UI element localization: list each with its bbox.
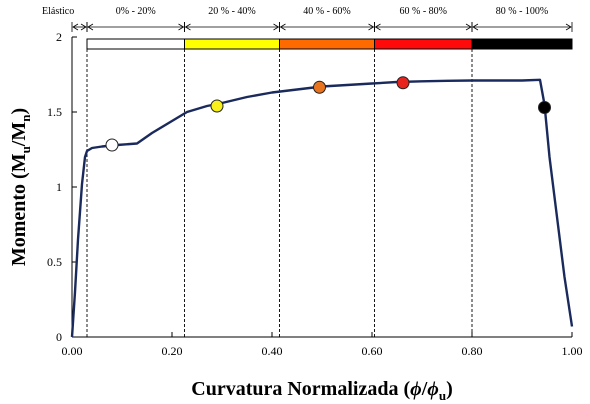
band-arrow-left-0 (72, 23, 79, 31)
damage-band-4 (374, 38, 473, 50)
band-arrow-right-1 (178, 23, 185, 31)
damage-band-5 (471, 38, 573, 50)
x-tick-label-0: 0.00 (62, 344, 83, 358)
x-tick-label-1: 0.20 (162, 344, 183, 358)
band-arrow-right-5 (565, 23, 572, 31)
damage-marker-4 (538, 101, 551, 114)
damage-marker-1 (210, 99, 224, 113)
markers (105, 76, 551, 152)
damage-band-1 (86, 38, 185, 50)
y-tick-label-1: 0.5 (47, 255, 62, 269)
band-arrow-left-1 (87, 23, 94, 31)
series (70, 78, 574, 338)
y-axis-title: Momento (Mu/Mn) (8, 108, 33, 266)
band-arrow-left-5 (472, 23, 479, 31)
series-line-0 (70, 78, 574, 338)
band-arrow-right-2 (273, 23, 280, 31)
band-label-1: 0% - 20% (116, 6, 156, 17)
x-tick-label-3: 0.60 (362, 344, 383, 358)
damage-guide-lines (86, 49, 473, 337)
damage-band-3 (279, 38, 375, 50)
band-arrow-left-4 (374, 23, 381, 31)
y-tick-label-3: 1.5 (47, 105, 62, 119)
band-label-3: 40 % - 60% (303, 6, 351, 17)
band-label-2: 20 % - 40% (208, 6, 256, 17)
x-axis-title: Curvatura Normalizada (ϕ/ϕu) (191, 378, 452, 403)
y-tick-label-0: 0 (56, 330, 62, 344)
damage-marker-0 (105, 138, 119, 152)
x-tick-label-4: 0.80 (462, 344, 483, 358)
band-arrow-left-3 (279, 23, 286, 31)
damage-marker-2 (313, 80, 326, 94)
damage-marker-3 (396, 76, 410, 90)
y-tick-label-2: 1 (56, 180, 62, 194)
band-arrow-right-0 (80, 23, 87, 31)
y-tick-label-4: 2 (56, 30, 62, 44)
band-arrow-right-4 (465, 23, 472, 31)
damage-bands: Elástico 0% - 20% 20 % - 40% 40 % - 60% 60 %… (42, 6, 573, 50)
band-arrow-left-2 (184, 23, 191, 31)
x-tick-label-5: 1.00 (562, 344, 583, 358)
damage-band-2 (184, 38, 280, 50)
x-tick-label-2: 0.40 (262, 344, 283, 358)
band-label-0: Elástico (42, 6, 74, 17)
ticks: 0.00 0.20 0.40 0.60 0.80 1.00 0 0.5 1 1.5 2 (47, 30, 583, 358)
band-arrow-right-3 (368, 23, 375, 31)
band-label-5: 80 % - 100% (496, 6, 549, 17)
band-label-4: 60 % - 80% (400, 6, 448, 17)
